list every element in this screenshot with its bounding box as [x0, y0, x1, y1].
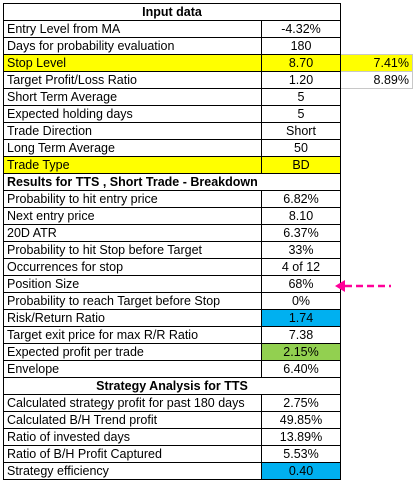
section-header-row: Results for TTS , Short Trade - Breakdow… — [3, 173, 413, 191]
row-value[interactable]: 0.40 — [261, 462, 341, 480]
table-row-stop-level: Stop Level 8.70 7.41% — [3, 54, 413, 72]
row-label[interactable]: Calculated B/H Trend profit — [3, 411, 262, 429]
row-extra-value[interactable]: 7.41% — [340, 54, 413, 72]
row-value[interactable]: 33% — [261, 241, 341, 259]
table-row: Ratio of invested days 13.89% — [3, 428, 413, 446]
row-value[interactable]: 50 — [261, 139, 341, 157]
row-label[interactable]: Ratio of invested days — [3, 428, 262, 446]
row-label[interactable]: Expected holding days — [3, 105, 262, 123]
row-value[interactable]: Short — [261, 122, 341, 140]
row-value[interactable]: 2.75% — [261, 394, 341, 412]
results-header: Results for TTS , Short Trade - Breakdow… — [3, 173, 341, 191]
spreadsheet-table: Input data Entry Level from MA -4.32% Da… — [3, 3, 413, 480]
row-label[interactable]: Risk/Return Ratio — [3, 309, 262, 327]
table-row: Days for probability evaluation 180 — [3, 37, 413, 55]
row-label[interactable]: Occurrences for stop — [3, 258, 262, 276]
row-value[interactable]: 49.85% — [261, 411, 341, 429]
row-label[interactable]: Target exit price for max R/R Ratio — [3, 326, 262, 344]
row-label[interactable]: Days for probability evaluation — [3, 37, 262, 55]
row-label[interactable]: Next entry price — [3, 207, 262, 225]
row-label[interactable]: Envelope — [3, 360, 262, 378]
section-header-row: Strategy Analysis for TTS — [3, 377, 413, 395]
table-row: Ratio of B/H Profit Captured 5.53% — [3, 445, 413, 463]
row-extra-value[interactable]: 8.89% — [340, 71, 413, 89]
arrow-head — [335, 280, 345, 292]
row-label[interactable]: Position Size — [3, 275, 262, 293]
row-label[interactable]: Ratio of B/H Profit Captured — [3, 445, 262, 463]
input-data-header: Input data — [3, 3, 341, 21]
row-value[interactable]: 5.53% — [261, 445, 341, 463]
table-row: Calculated strategy profit for past 180 … — [3, 394, 413, 412]
row-value[interactable]: 6.82% — [261, 190, 341, 208]
strategy-header: Strategy Analysis for TTS — [3, 377, 341, 395]
row-value[interactable]: 5 — [261, 88, 341, 106]
row-value[interactable]: 1.20 — [261, 71, 341, 89]
table-row: Probability to hit entry price 6.82% — [3, 190, 413, 208]
row-label[interactable]: Target Profit/Loss Ratio — [3, 71, 262, 89]
row-label[interactable]: Short Term Average — [3, 88, 262, 106]
table-row-trade-type: Trade Type BD — [3, 156, 413, 174]
table-row: Next entry price 8.10 — [3, 207, 413, 225]
dashed-arrow-left-icon — [335, 280, 391, 292]
table-row: 20D ATR 6.37% — [3, 224, 413, 242]
row-label[interactable]: Entry Level from MA — [3, 20, 262, 38]
table-row-strategy-efficiency: Strategy efficiency 0.40 — [3, 462, 413, 480]
row-value[interactable]: 6.37% — [261, 224, 341, 242]
row-label[interactable]: 20D ATR — [3, 224, 262, 242]
row-value[interactable]: 5 — [261, 105, 341, 123]
table-row: Calculated B/H Trend profit 49.85% — [3, 411, 413, 429]
table-row: Expected holding days 5 — [3, 105, 413, 123]
table-row: Probability to hit Stop before Target 33… — [3, 241, 413, 259]
row-label[interactable]: Trade Type — [3, 156, 262, 174]
row-label[interactable]: Calculated strategy profit for past 180 … — [3, 394, 262, 412]
table-row: Envelope 6.40% — [3, 360, 413, 378]
row-value[interactable]: 8.70 — [261, 54, 341, 72]
row-label[interactable]: Stop Level — [3, 54, 262, 72]
row-value[interactable]: 8.10 — [261, 207, 341, 225]
table-row: Target exit price for max R/R Ratio 7.38 — [3, 326, 413, 344]
row-label[interactable]: Strategy efficiency — [3, 462, 262, 480]
row-value[interactable]: 180 — [261, 37, 341, 55]
row-label[interactable]: Expected profit per trade — [3, 343, 262, 361]
section-header-row: Input data — [3, 3, 413, 21]
table-row: Entry Level from MA -4.32% — [3, 20, 413, 38]
row-label[interactable]: Probability to reach Target before Stop — [3, 292, 262, 310]
row-label[interactable]: Probability to hit Stop before Target — [3, 241, 262, 259]
row-value[interactable]: 7.38 — [261, 326, 341, 344]
row-value[interactable]: 0% — [261, 292, 341, 310]
row-value[interactable]: 13.89% — [261, 428, 341, 446]
row-value[interactable]: -4.32% — [261, 20, 341, 38]
table-row: Long Term Average 50 — [3, 139, 413, 157]
row-label[interactable]: Trade Direction — [3, 122, 262, 140]
row-value[interactable]: 6.40% — [261, 360, 341, 378]
row-label[interactable]: Long Term Average — [3, 139, 262, 157]
table-row-risk-return: Risk/Return Ratio 1.74 — [3, 309, 413, 327]
table-row: Occurrences for stop 4 of 12 — [3, 258, 413, 276]
table-row: Short Term Average 5 — [3, 88, 413, 106]
table-row: Trade Direction Short — [3, 122, 413, 140]
table-row: Target Profit/Loss Ratio 1.20 8.89% — [3, 71, 413, 89]
row-label[interactable]: Probability to hit entry price — [3, 190, 262, 208]
row-value[interactable]: 68% — [261, 275, 341, 293]
row-value[interactable]: 2.15% — [261, 343, 341, 361]
row-value[interactable]: 1.74 — [261, 309, 341, 327]
row-value[interactable]: 4 of 12 — [261, 258, 341, 276]
row-value[interactable]: BD — [261, 156, 341, 174]
table-row-expected-profit: Expected profit per trade 2.15% — [3, 343, 413, 361]
